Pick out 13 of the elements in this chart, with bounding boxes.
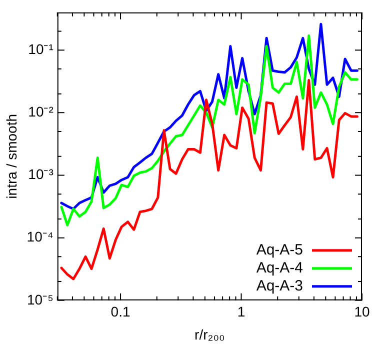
y-tick-label: 10⁻¹: [28, 40, 54, 57]
x-tick-label: 0.1: [110, 304, 130, 320]
y-tick-label: 10⁻⁴: [26, 228, 54, 245]
x-axis-title: r/r₂₀₀: [194, 326, 226, 342]
x-tick-label: 1: [237, 304, 246, 320]
y-tick-label: 10⁻⁵: [26, 291, 54, 308]
y-tick-label: 10⁻³: [28, 166, 54, 182]
x-tick-label: 10: [354, 304, 370, 320]
legend-label: Aq-A-5: [256, 242, 303, 259]
y-axis-title: intra / smooth: [3, 114, 20, 199]
legend-label: Aq-A-4: [256, 260, 303, 277]
y-tick-label: 10⁻²: [28, 104, 54, 120]
legend-label: Aq-A-3: [256, 278, 303, 295]
